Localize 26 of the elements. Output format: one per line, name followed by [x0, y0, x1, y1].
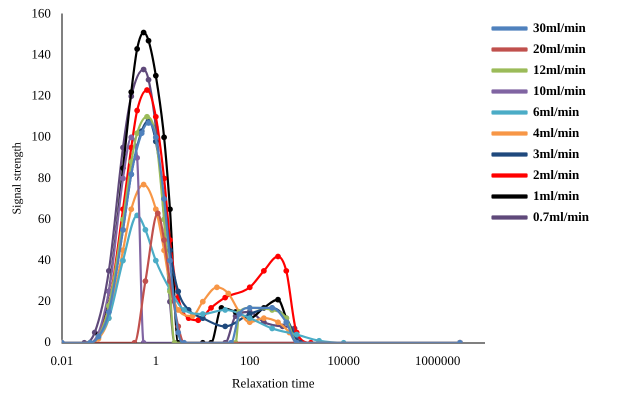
y-tick-label: 120: [31, 88, 51, 103]
legend-label: 12ml/min: [533, 62, 587, 77]
y-tick-label: 40: [38, 252, 51, 268]
y-tick-label: 140: [31, 46, 51, 62]
y-tick-label: 0: [44, 334, 51, 350]
y-axis-title: Signal strength: [9, 142, 24, 215]
y-tick-label: 80: [38, 170, 51, 185]
y-tick-label: 100: [31, 128, 51, 144]
legend-label: 20ml/min: [533, 40, 587, 56]
legend-label: 0.7ml/min: [533, 208, 590, 224]
legend-label: 3ml/min: [533, 146, 580, 161]
x-tick-label: 10000: [327, 353, 360, 368]
legend-label: 30ml/min: [533, 20, 587, 35]
x-tick-label: 1000000: [414, 353, 460, 368]
x-tick-label: 100: [240, 353, 260, 368]
x-axis-title: Relaxation time: [232, 376, 315, 391]
legend-label: 4ml/min: [533, 124, 580, 140]
x-tick-label: 0.01: [50, 353, 74, 368]
legend-label: 1ml/min: [533, 188, 580, 203]
legend-label: 6ml/min: [533, 104, 580, 119]
legend-label: 2ml/min: [533, 166, 580, 182]
legend-label: 10ml/min: [533, 82, 587, 98]
y-tick-label: 60: [38, 210, 51, 226]
y-tick-label: 160: [31, 5, 51, 20]
x-tick-label: 1: [152, 353, 160, 368]
y-tick-label: 20: [38, 293, 51, 308]
